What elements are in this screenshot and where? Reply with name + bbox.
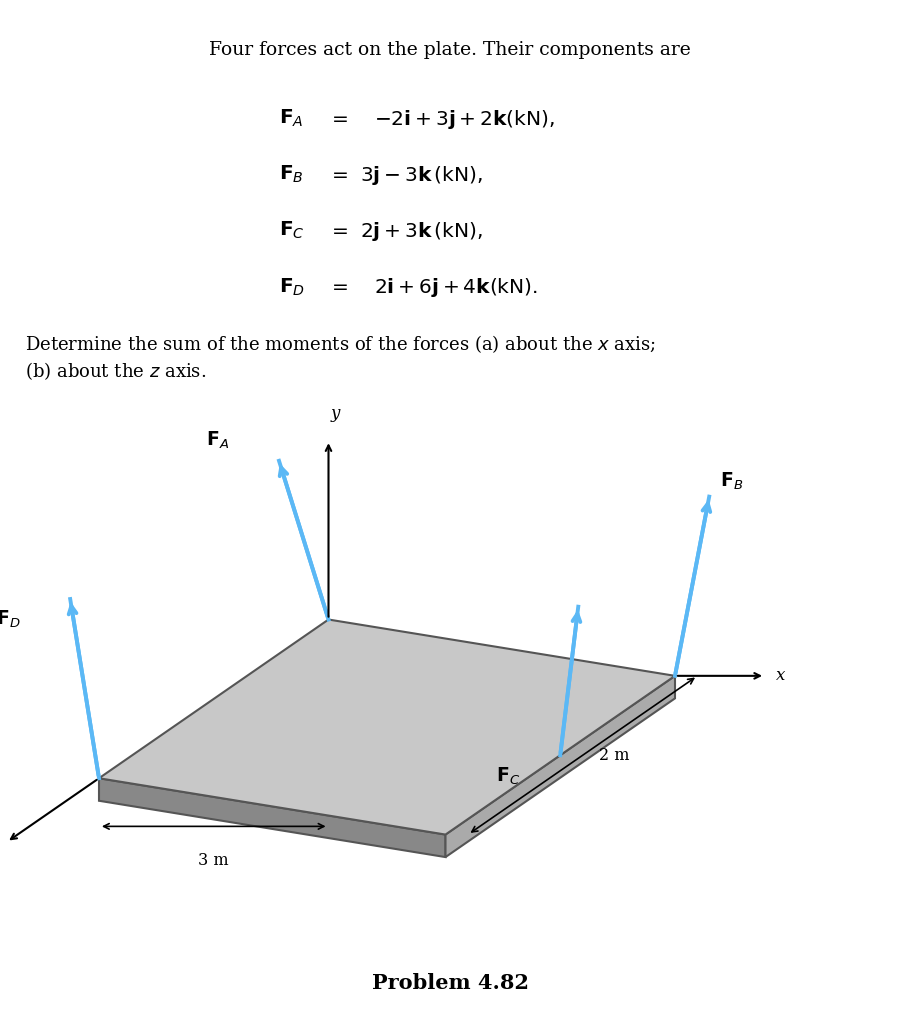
- Text: $\mathbf{F}_D$: $\mathbf{F}_D$: [0, 609, 21, 630]
- Text: Problem 4.82: Problem 4.82: [372, 973, 528, 993]
- Text: $\mathbf{F}_C$: $\mathbf{F}_C$: [496, 766, 520, 786]
- Text: $=$: $=$: [328, 220, 349, 240]
- Text: $\mathbf{F}_A$: $\mathbf{F}_A$: [206, 429, 230, 451]
- Text: $\mathbf{F}_C$: $\mathbf{F}_C$: [279, 220, 305, 242]
- Text: $=$: $=$: [328, 276, 349, 296]
- Text: $\mathbf{F}_B$: $\mathbf{F}_B$: [279, 164, 304, 185]
- Text: $2\mathbf{i} + 6\mathbf{j} + 4\mathbf{k}(\mathrm{kN}).$: $2\mathbf{i} + 6\mathbf{j} + 4\mathbf{k}…: [374, 276, 537, 299]
- Polygon shape: [99, 778, 446, 857]
- Polygon shape: [99, 620, 675, 835]
- Text: 2 m: 2 m: [599, 746, 629, 764]
- Text: $-2\mathbf{i} + 3\mathbf{j}+2\mathbf{k}(\mathrm{kN}),$: $-2\mathbf{i} + 3\mathbf{j}+2\mathbf{k}(…: [374, 108, 554, 130]
- Text: Determine the sum of the moments of the forces (a) about the $x$ axis;: Determine the sum of the moments of the …: [25, 333, 656, 354]
- Text: $\mathbf{F}_D$: $\mathbf{F}_D$: [279, 276, 305, 298]
- Text: y: y: [331, 404, 340, 422]
- Text: $=$: $=$: [328, 164, 349, 183]
- Text: $\mathbf{F}_A$: $\mathbf{F}_A$: [279, 108, 303, 129]
- Text: (b) about the $z$ axis.: (b) about the $z$ axis.: [25, 360, 206, 382]
- Text: $3\mathbf{j} - 3\mathbf{k}\,(\mathrm{kN}),$: $3\mathbf{j} - 3\mathbf{k}\,(\mathrm{kN}…: [360, 164, 482, 186]
- Text: x: x: [776, 668, 785, 684]
- Text: $\mathbf{F}_B$: $\mathbf{F}_B$: [720, 470, 743, 492]
- Polygon shape: [446, 676, 675, 857]
- Text: $=$: $=$: [328, 108, 349, 127]
- Text: 3 m: 3 m: [198, 852, 230, 869]
- Text: $2\mathbf{j} + 3\mathbf{k}\,(\mathrm{kN}),$: $2\mathbf{j} + 3\mathbf{k}\,(\mathrm{kN}…: [360, 220, 482, 243]
- Text: Four forces act on the plate. Their components are: Four forces act on the plate. Their comp…: [209, 41, 691, 59]
